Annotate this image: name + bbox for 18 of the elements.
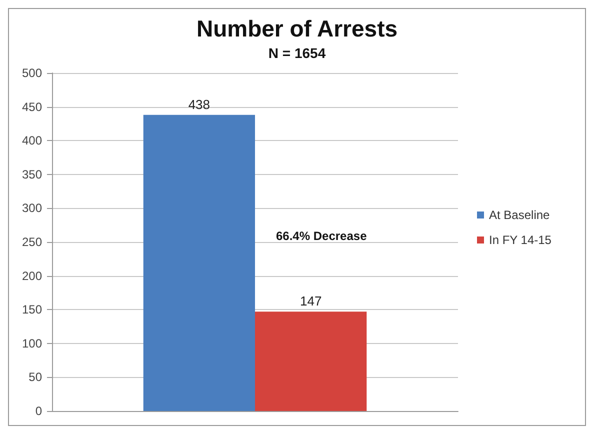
legend-label: In FY 14-15 bbox=[489, 233, 552, 247]
y-tick-label: 50 bbox=[28, 370, 42, 384]
annotation: 66.4% Decrease bbox=[276, 229, 368, 243]
y-tick-label: 350 bbox=[22, 167, 42, 182]
y-tick-label: 300 bbox=[22, 201, 42, 216]
data-label: 147 bbox=[300, 294, 322, 309]
y-tick-label: 400 bbox=[22, 134, 42, 148]
y-tick-label: 450 bbox=[22, 100, 42, 114]
y-tick-label: 0 bbox=[35, 404, 42, 418]
y-tick-label: 200 bbox=[22, 268, 42, 283]
y-tick-label: 150 bbox=[22, 302, 42, 317]
chart-title: Number of Arrests bbox=[196, 16, 398, 42]
legend-label: At Baseline bbox=[489, 208, 550, 222]
y-tick-label: 500 bbox=[22, 66, 42, 80]
y-tick-label: 250 bbox=[22, 235, 42, 249]
chart-subtitle: N = 1654 bbox=[268, 45, 326, 61]
y-tick-label: 100 bbox=[22, 336, 42, 350]
data-label: 438 bbox=[188, 96, 210, 112]
